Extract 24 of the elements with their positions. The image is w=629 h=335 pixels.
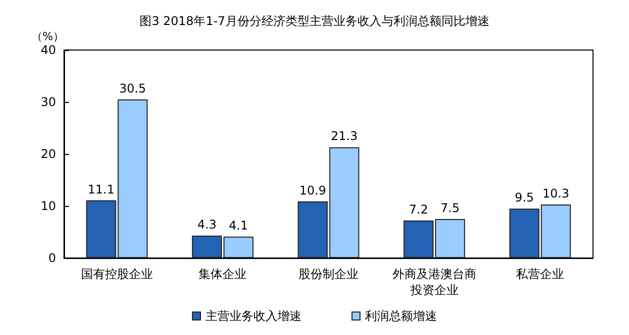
- data-label: 10.3: [542, 186, 570, 200]
- x-tick-label: 外商及港澳台商投资企业: [392, 267, 476, 297]
- y-tick-label: 30: [40, 95, 56, 109]
- x-tick-label: 国有控股企业: [80, 267, 153, 281]
- chart-title: 图3 2018年1-7月份分经济类型主营业务收入与利润总额同比增速: [140, 14, 490, 28]
- data-label: 4.3: [197, 218, 216, 232]
- data-label: 30.5: [119, 81, 146, 96]
- y-axis-title: （%）: [32, 30, 64, 43]
- legend-label: 主营业务收入增速: [206, 309, 302, 323]
- data-label: 10.9: [299, 183, 326, 198]
- data-label: 21.3: [330, 129, 358, 144]
- data-label: 11.1: [88, 182, 115, 196]
- data-label: 7.2: [409, 202, 428, 217]
- x-tick-label: 集体企业: [198, 267, 247, 281]
- data-label: 4.1: [228, 218, 248, 233]
- x-tick-label: 私营企业: [516, 267, 564, 281]
- legend-label: 利润总额增速: [365, 309, 437, 323]
- y-tick-label: 40: [40, 43, 56, 57]
- y-tick-label: 0: [48, 251, 56, 265]
- data-label: 9.5: [514, 190, 534, 205]
- y-tick-label: 20: [40, 147, 56, 161]
- x-tick-label: 股份制企业: [298, 267, 358, 281]
- y-tick-label: 10: [40, 199, 56, 213]
- data-label: 7.5: [440, 201, 460, 215]
